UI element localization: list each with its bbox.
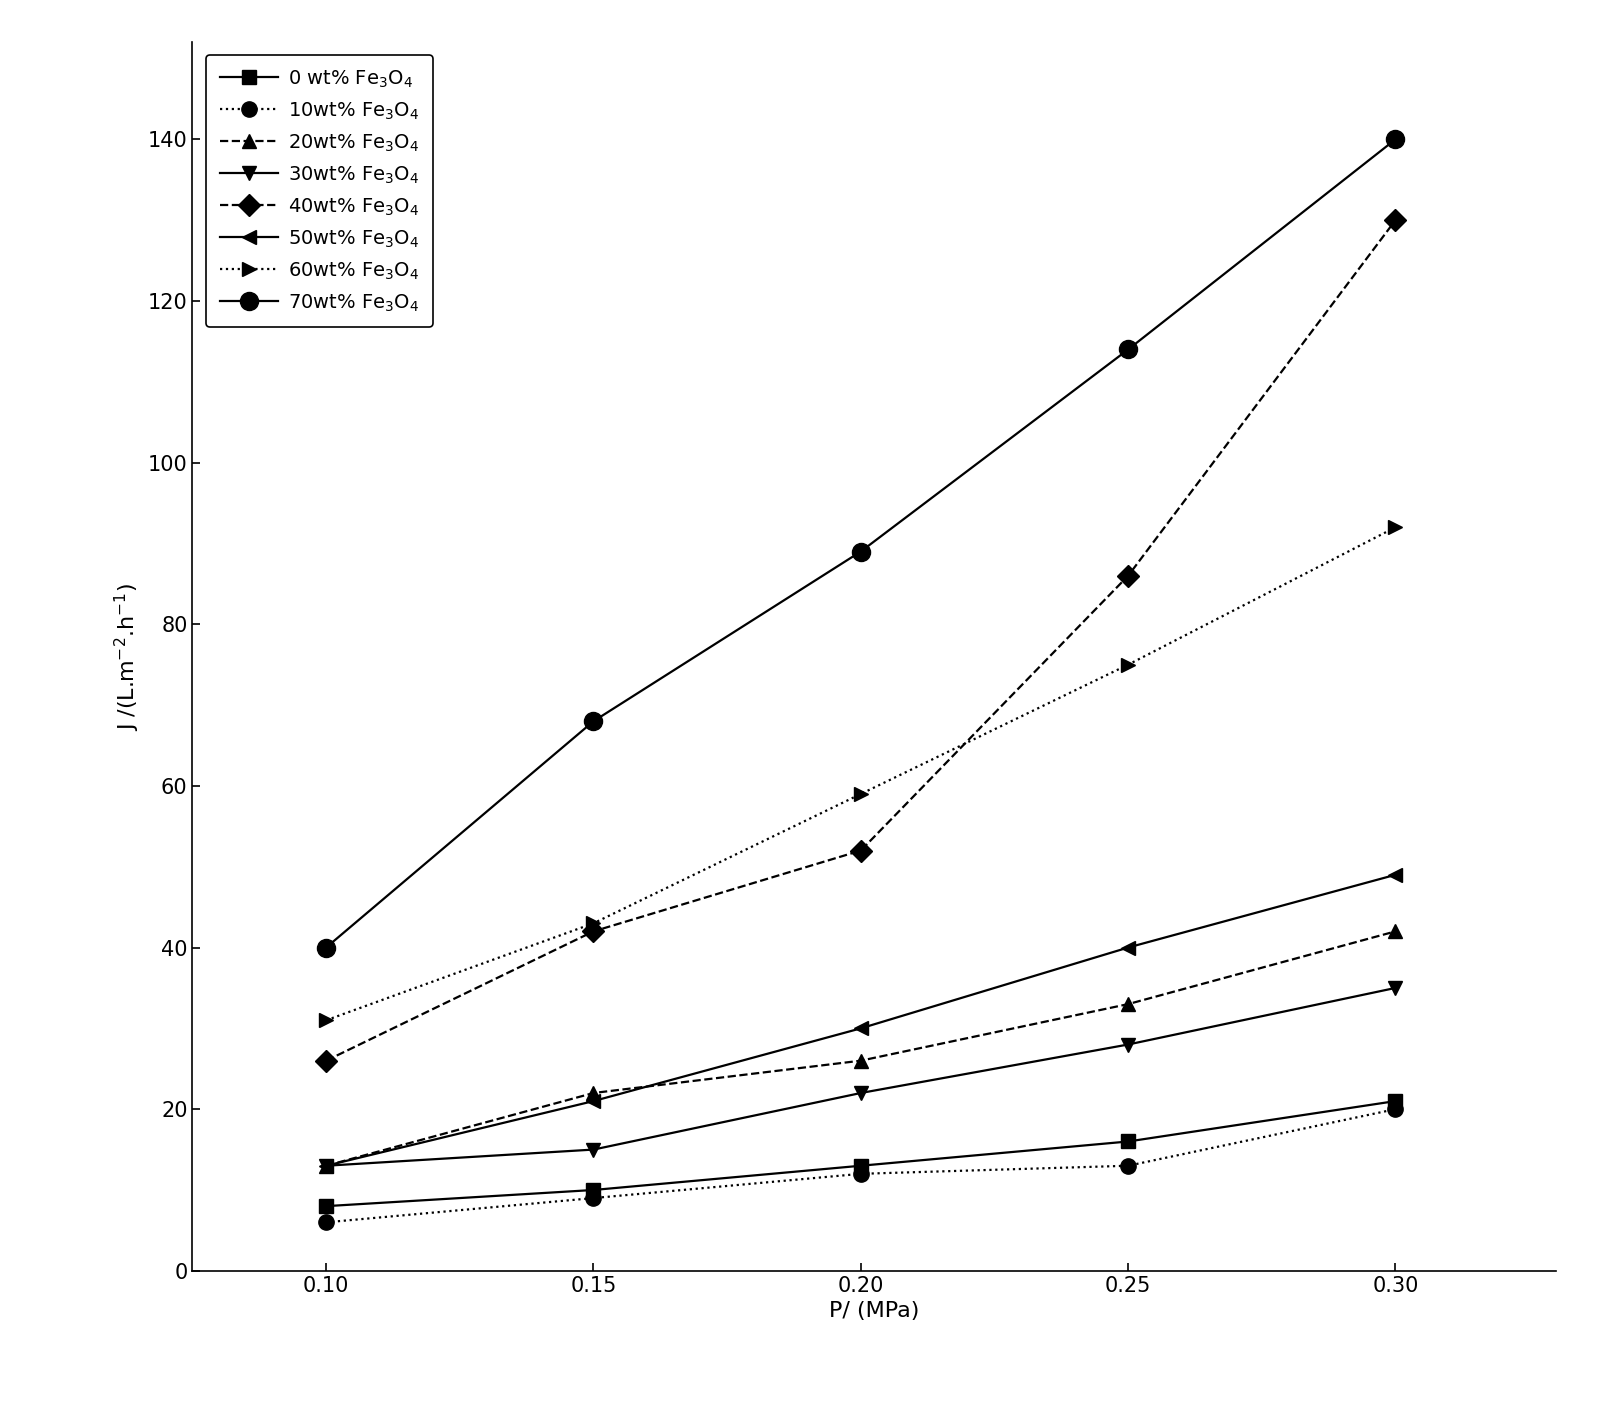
- 40wt% Fe$_3$O$_4$: [584, 923, 603, 940]
- 60wt% Fe$_3$O$_4$: [316, 1012, 335, 1029]
- 50wt% Fe$_3$O$_4$: [316, 1158, 335, 1175]
- 40wt% Fe$_3$O$_4$: [1386, 212, 1405, 229]
- Line: 0 wt% Fe$_3$O$_4$: 0 wt% Fe$_3$O$_4$: [319, 1094, 1402, 1213]
- 30wt% Fe$_3$O$_4$: [316, 1158, 335, 1175]
- Line: 30wt% Fe$_3$O$_4$: 30wt% Fe$_3$O$_4$: [319, 981, 1402, 1173]
- 70wt% Fe$_3$O$_4$: [584, 713, 603, 730]
- 20wt% Fe$_3$O$_4$: [1118, 995, 1137, 1012]
- Line: 50wt% Fe$_3$O$_4$: 50wt% Fe$_3$O$_4$: [319, 868, 1402, 1173]
- 20wt% Fe$_3$O$_4$: [1386, 923, 1405, 940]
- 0 wt% Fe$_3$O$_4$: [1386, 1093, 1405, 1110]
- 30wt% Fe$_3$O$_4$: [1386, 980, 1405, 997]
- 50wt% Fe$_3$O$_4$: [584, 1093, 603, 1110]
- 20wt% Fe$_3$O$_4$: [584, 1084, 603, 1101]
- 40wt% Fe$_3$O$_4$: [852, 842, 871, 858]
- Line: 10wt% Fe$_3$O$_4$: 10wt% Fe$_3$O$_4$: [319, 1101, 1404, 1230]
- 40wt% Fe$_3$O$_4$: [1118, 568, 1137, 585]
- 10wt% Fe$_3$O$_4$: [584, 1189, 603, 1206]
- Legend: 0 wt% Fe$_3$O$_4$, 10wt% Fe$_3$O$_4$, 20wt% Fe$_3$O$_4$, 30wt% Fe$_3$O$_4$, 40wt: 0 wt% Fe$_3$O$_4$, 10wt% Fe$_3$O$_4$, 20…: [205, 55, 433, 328]
- 50wt% Fe$_3$O$_4$: [1118, 939, 1137, 956]
- 10wt% Fe$_3$O$_4$: [852, 1165, 871, 1182]
- 60wt% Fe$_3$O$_4$: [584, 915, 603, 932]
- X-axis label: P/ (MPa): P/ (MPa): [829, 1302, 919, 1322]
- 0 wt% Fe$_3$O$_4$: [852, 1158, 871, 1175]
- 20wt% Fe$_3$O$_4$: [852, 1052, 871, 1069]
- 30wt% Fe$_3$O$_4$: [852, 1084, 871, 1101]
- 60wt% Fe$_3$O$_4$: [1118, 657, 1137, 674]
- 30wt% Fe$_3$O$_4$: [1118, 1036, 1137, 1053]
- Line: 20wt% Fe$_3$O$_4$: 20wt% Fe$_3$O$_4$: [319, 925, 1402, 1173]
- 40wt% Fe$_3$O$_4$: [316, 1052, 335, 1069]
- 60wt% Fe$_3$O$_4$: [852, 785, 871, 802]
- 70wt% Fe$_3$O$_4$: [852, 544, 871, 561]
- 70wt% Fe$_3$O$_4$: [316, 939, 335, 956]
- Line: 40wt% Fe$_3$O$_4$: 40wt% Fe$_3$O$_4$: [319, 213, 1404, 1069]
- Line: 70wt% Fe$_3$O$_4$: 70wt% Fe$_3$O$_4$: [318, 130, 1405, 956]
- 60wt% Fe$_3$O$_4$: [1386, 518, 1405, 535]
- 0 wt% Fe$_3$O$_4$: [584, 1182, 603, 1199]
- 10wt% Fe$_3$O$_4$: [1386, 1101, 1405, 1118]
- 70wt% Fe$_3$O$_4$: [1386, 131, 1405, 148]
- 50wt% Fe$_3$O$_4$: [852, 1019, 871, 1036]
- 70wt% Fe$_3$O$_4$: [1118, 342, 1137, 359]
- 0 wt% Fe$_3$O$_4$: [316, 1197, 335, 1214]
- Y-axis label: J /(L.m$^{-2}$.h$^{-1}$): J /(L.m$^{-2}$.h$^{-1}$): [114, 583, 143, 730]
- 20wt% Fe$_3$O$_4$: [316, 1158, 335, 1175]
- 30wt% Fe$_3$O$_4$: [584, 1141, 603, 1158]
- 10wt% Fe$_3$O$_4$: [1118, 1158, 1137, 1175]
- 10wt% Fe$_3$O$_4$: [316, 1214, 335, 1231]
- 50wt% Fe$_3$O$_4$: [1386, 867, 1405, 884]
- Line: 60wt% Fe$_3$O$_4$: 60wt% Fe$_3$O$_4$: [319, 521, 1402, 1027]
- 0 wt% Fe$_3$O$_4$: [1118, 1132, 1137, 1149]
